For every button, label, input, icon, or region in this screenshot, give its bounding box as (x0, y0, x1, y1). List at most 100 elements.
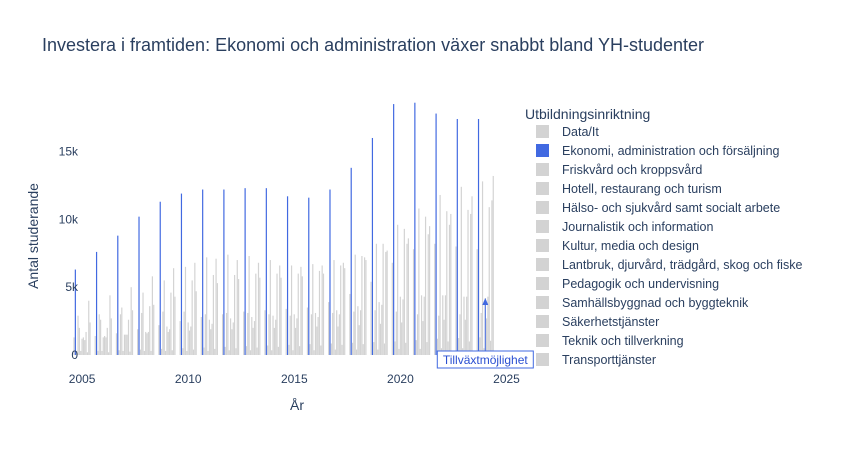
bar-halso-och-sjukvard-samt-socialt-arbete-2014[interactable] (269, 260, 271, 355)
bar-pedagogik-och-undervisning-2017[interactable] (338, 314, 340, 355)
bar-data-it-2019[interactable] (370, 281, 372, 355)
bar-kultur-media-och-design-2007[interactable] (123, 334, 126, 355)
bar-lantbruk-djurvard-tradgard-skog-och-fiske-2010[interactable] (188, 330, 191, 355)
bar-teknik-och-tillverkning-2015[interactable] (300, 266, 302, 355)
bar-kultur-media-och-design-2021[interactable] (420, 295, 423, 355)
bar-journalistik-och-information-2015[interactable] (292, 350, 294, 355)
bar-lantbruk-djurvard-tradgard-skog-och-fiske-2006[interactable] (104, 336, 106, 355)
bar-data-it-2021[interactable] (412, 249, 415, 355)
bar-lantbruk-djurvard-tradgard-skog-och-fiske-2024[interactable] (485, 318, 488, 355)
bar-sakerhetstjanster-2006[interactable] (108, 352, 110, 355)
bar-data-it-2010[interactable] (179, 321, 181, 355)
bar-journalistik-och-information-2021[interactable] (419, 348, 421, 355)
bar-teknik-och-tillverkning-2009[interactable] (173, 268, 175, 355)
bar-kultur-media-och-design-2018[interactable] (357, 306, 359, 355)
bar-ekonomi-administration-och-forsaljning-2018[interactable] (350, 167, 352, 355)
bar-sakerhetstjanster-2015[interactable] (299, 346, 301, 355)
bar-kultur-media-och-design-2015[interactable] (293, 314, 295, 355)
bar-data-it-2009[interactable] (158, 325, 160, 355)
bar-transporttjanster-2008[interactable] (153, 304, 155, 355)
bar-lantbruk-djurvard-tradgard-skog-och-fiske-2018[interactable] (358, 325, 360, 355)
bar-samhallsbyggnad-och-byggteknik-2013[interactable] (255, 273, 257, 355)
bar-halso-och-sjukvard-samt-socialt-arbete-2012[interactable] (227, 254, 229, 355)
bar-pedagogik-och-undervisning-2007[interactable] (126, 334, 128, 355)
bar-ekonomi-administration-och-forsaljning-2014[interactable] (265, 188, 267, 355)
bar-sakerhetstjanster-2011[interactable] (214, 348, 216, 355)
bar-ekonomi-administration-och-forsaljning-2022[interactable] (435, 113, 437, 355)
bar-lantbruk-djurvard-tradgard-skog-och-fiske-2014[interactable] (273, 327, 275, 355)
bar-journalistik-och-information-2013[interactable] (249, 350, 252, 355)
bar-journalistik-och-information-2011[interactable] (207, 350, 209, 355)
bar-data-it-2008[interactable] (137, 329, 139, 355)
bar-friskvard-och-kroppsvard-2022[interactable] (436, 338, 439, 355)
bar-pedagogik-och-undervisning-2022[interactable] (444, 295, 447, 355)
bar-journalistik-och-information-2014[interactable] (271, 350, 273, 355)
bar-transporttjanster-2011[interactable] (216, 283, 218, 355)
bar-data-it-2018[interactable] (349, 293, 351, 355)
bar-teknik-och-tillverkning-2007[interactable] (130, 287, 132, 355)
bar-teknik-och-tillverkning-2005[interactable] (88, 300, 90, 355)
legend-item-pedagogik-och-undervisning[interactable]: Pedagogik och undervisning (536, 277, 719, 291)
bar-samhallsbyggnad-och-byggteknik-2022[interactable] (446, 211, 448, 355)
bar-pedagogik-och-undervisning-2015[interactable] (296, 318, 298, 355)
bar-hotell-restaurang-och-turism-2019[interactable] (374, 310, 376, 355)
bar-sakerhetstjanster-2022[interactable] (447, 341, 449, 355)
bar-hotell-restaurang-och-turism-2006[interactable] (98, 314, 100, 355)
bar-ekonomi-administration-och-forsaljning-2008[interactable] (138, 216, 140, 355)
bar-kultur-media-och-design-2020[interactable] (399, 296, 401, 355)
bar-samhallsbyggnad-och-byggteknik-2007[interactable] (127, 319, 130, 355)
bar-hotell-restaurang-och-turism-2010[interactable] (183, 311, 185, 355)
bar-pedagogik-och-undervisning-2016[interactable] (317, 317, 319, 355)
bar-sakerhetstjanster-2009[interactable] (171, 350, 173, 355)
bar-halso-och-sjukvard-samt-socialt-arbete-2022[interactable] (439, 194, 441, 355)
bar-halso-och-sjukvard-samt-socialt-arbete-2009[interactable] (163, 280, 165, 355)
bar-sakerhetstjanster-2007[interactable] (129, 351, 131, 355)
legend-item-samhallsbyggnad-och-byggteknik[interactable]: Samhällsbyggnad och byggteknik (536, 296, 749, 310)
legend-item-sakerhetstjanster[interactable]: Säkerhetstjänster (536, 315, 659, 329)
bar-teknik-och-tillverkning-2019[interactable] (385, 251, 387, 355)
bar-data-it-2023[interactable] (455, 246, 457, 355)
bar-halso-och-sjukvard-samt-socialt-arbete-2006[interactable] (100, 319, 102, 355)
bar-journalistik-och-information-2006[interactable] (101, 350, 103, 355)
bar-samhallsbyggnad-och-byggteknik-2020[interactable] (403, 228, 405, 355)
bar-halso-och-sjukvard-samt-socialt-arbete-2016[interactable] (312, 264, 314, 355)
bar-halso-och-sjukvard-samt-socialt-arbete-2019[interactable] (375, 243, 378, 355)
bar-hotell-restaurang-och-turism-2009[interactable] (162, 311, 164, 355)
bar-lantbruk-djurvard-tradgard-skog-och-fiske-2021[interactable] (422, 321, 424, 355)
bar-samhallsbyggnad-och-byggteknik-2012[interactable] (234, 274, 236, 355)
legend-item-transporttjanster[interactable]: Transporttjänster (536, 353, 656, 367)
bar-hotell-restaurang-och-turism-2024[interactable] (480, 312, 482, 355)
bar-teknik-och-tillverkning-2012[interactable] (236, 260, 238, 355)
bar-ekonomi-administration-och-forsaljning-2006[interactable] (95, 251, 98, 355)
bar-kultur-media-och-design-2011[interactable] (208, 319, 210, 355)
bar-journalistik-och-information-2007[interactable] (122, 350, 124, 355)
bar-journalistik-och-information-2019[interactable] (377, 349, 379, 355)
bar-friskvard-och-kroppsvard-2011[interactable] (203, 347, 205, 355)
bar-pedagogik-och-undervisning-2014[interactable] (275, 319, 277, 355)
legend-item-ekonomi-administration-och-forsaljning[interactable]: Ekonomi, administration och försäljning (536, 144, 780, 158)
bar-friskvard-och-kroppsvard-2015[interactable] (288, 344, 290, 355)
bar-lantbruk-djurvard-tradgard-skog-och-fiske-2023[interactable] (464, 319, 466, 355)
bar-friskvard-och-kroppsvard-2007[interactable] (118, 350, 120, 355)
bar-data-it-2024[interactable] (476, 249, 478, 355)
bar-journalistik-och-information-2009[interactable] (164, 350, 167, 355)
bar-teknik-och-tillverkning-2014[interactable] (279, 265, 281, 355)
bar-sakerhetstjanster-2021[interactable] (426, 342, 428, 355)
bar-halso-och-sjukvard-samt-socialt-arbete-2015[interactable] (290, 265, 293, 355)
bar-transporttjanster-2017[interactable] (344, 268, 346, 355)
bar-friskvard-och-kroppsvard-2017[interactable] (330, 343, 332, 355)
bar-samhallsbyggnad-och-byggteknik-2021[interactable] (424, 216, 427, 355)
bar-teknik-och-tillverkning-2022[interactable] (448, 224, 451, 355)
bar-lantbruk-djurvard-tradgard-skog-och-fiske-2020[interactable] (401, 322, 403, 355)
bar-pedagogik-och-undervisning-2009[interactable] (169, 329, 171, 355)
bar-kultur-media-och-design-2014[interactable] (272, 315, 274, 355)
bar-journalistik-och-information-2016[interactable] (313, 350, 315, 355)
bar-transporttjanster-2024[interactable] (492, 175, 494, 355)
bar-halso-och-sjukvard-samt-socialt-arbete-2011[interactable] (206, 257, 208, 355)
bar-sakerhetstjanster-2013[interactable] (256, 347, 258, 355)
bar-pedagogik-och-undervisning-2023[interactable] (466, 296, 468, 355)
bar-pedagogik-och-undervisning-2020[interactable] (402, 299, 404, 355)
bar-hotell-restaurang-och-turism-2007[interactable] (119, 314, 122, 355)
bar-samhallsbyggnad-och-byggteknik-2005[interactable] (85, 331, 87, 355)
bar-data-it-2013[interactable] (243, 311, 245, 355)
